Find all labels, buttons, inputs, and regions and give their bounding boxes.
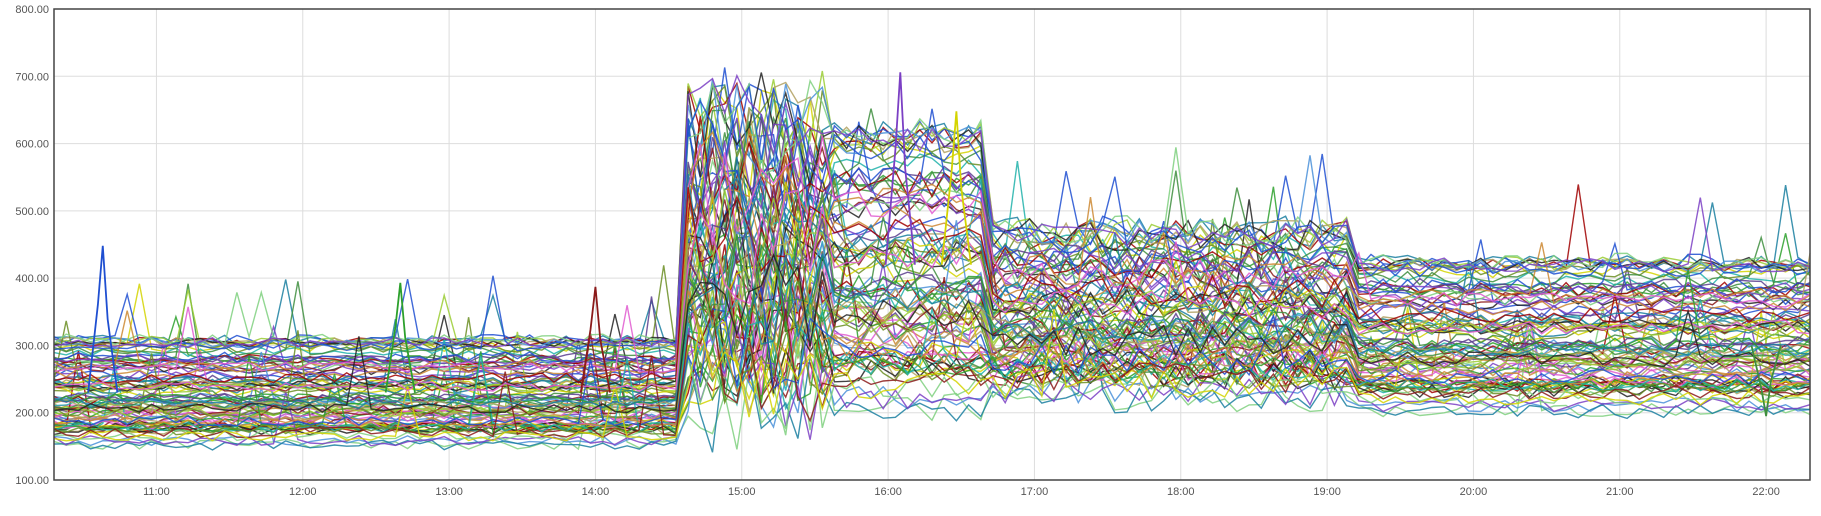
- series-line: [53, 140, 1811, 374]
- y-tick-label: 800.00: [15, 4, 49, 16]
- spike-line: [87, 245, 119, 393]
- x-tick-label: 22:00: [1752, 486, 1780, 498]
- y-tick-label: 500.00: [15, 206, 49, 218]
- series-line: [53, 70, 1811, 348]
- spike-line: [1750, 345, 1782, 417]
- series-line: [53, 308, 1811, 453]
- x-tick-label: 18:00: [1167, 486, 1195, 498]
- spike-line: [384, 282, 416, 393]
- series-line: [53, 118, 1811, 365]
- series-line: [53, 308, 1811, 439]
- series-line: [53, 84, 1811, 352]
- series-line: [53, 116, 1811, 363]
- x-tick-label: 16:00: [874, 486, 902, 498]
- x-tick-label: 19:00: [1313, 486, 1341, 498]
- y-tick-label: 300.00: [15, 340, 49, 352]
- series-line: [53, 299, 1811, 430]
- x-tick-label: 11:00: [143, 486, 170, 498]
- series-line: [53, 187, 1811, 384]
- x-tick-label: 15:00: [728, 486, 756, 498]
- series-line: [53, 184, 1811, 392]
- x-tick-label: 14:00: [582, 486, 610, 498]
- series-line: [53, 205, 1811, 398]
- x-tick-label: 20:00: [1460, 486, 1488, 498]
- y-tick-label: 200.00: [15, 408, 49, 420]
- x-tick-label: 13:00: [435, 486, 463, 498]
- series-line: [53, 311, 1811, 442]
- series-lines: [53, 67, 1811, 453]
- axes: 11:00 12:00 13:00 14:00 15:00 16:00 17:00 18:00…: [15, 4, 1811, 498]
- x-tick-label: 17:00: [1021, 486, 1049, 498]
- x-tick-label: 21:00: [1606, 486, 1634, 498]
- series-line: [53, 173, 1811, 386]
- series-line: [53, 289, 1811, 433]
- series-line: [53, 325, 1811, 447]
- series-line: [53, 253, 1811, 414]
- y-tick-label: 700.00: [15, 71, 49, 83]
- series-line: [53, 72, 1811, 348]
- series-line: [53, 306, 1811, 434]
- series-line: [53, 73, 1811, 349]
- y-tick-label: 400.00: [15, 273, 49, 285]
- x-tick-label: 12:00: [289, 486, 317, 498]
- series-line: [53, 285, 1811, 427]
- y-tick-label: 100.00: [15, 475, 49, 487]
- series-line: [53, 258, 1811, 418]
- series-line: [53, 189, 1811, 393]
- plot-frame: [53, 8, 1811, 481]
- series-line: [53, 261, 1811, 436]
- series-line: [53, 108, 1811, 363]
- series-line: [53, 189, 1811, 393]
- spike-line: [579, 286, 611, 393]
- series-line: [53, 128, 1811, 370]
- spike-line: [884, 72, 916, 265]
- series-line: [53, 308, 1811, 442]
- series-line: [53, 328, 1811, 451]
- spike-line: [940, 111, 972, 265]
- series-line: [53, 157, 1811, 376]
- y-tick-label: 600.00: [15, 139, 49, 151]
- series-line: [53, 135, 1811, 373]
- series-line: [53, 106, 1811, 358]
- series-line: [53, 79, 1811, 349]
- series-line: [53, 283, 1811, 428]
